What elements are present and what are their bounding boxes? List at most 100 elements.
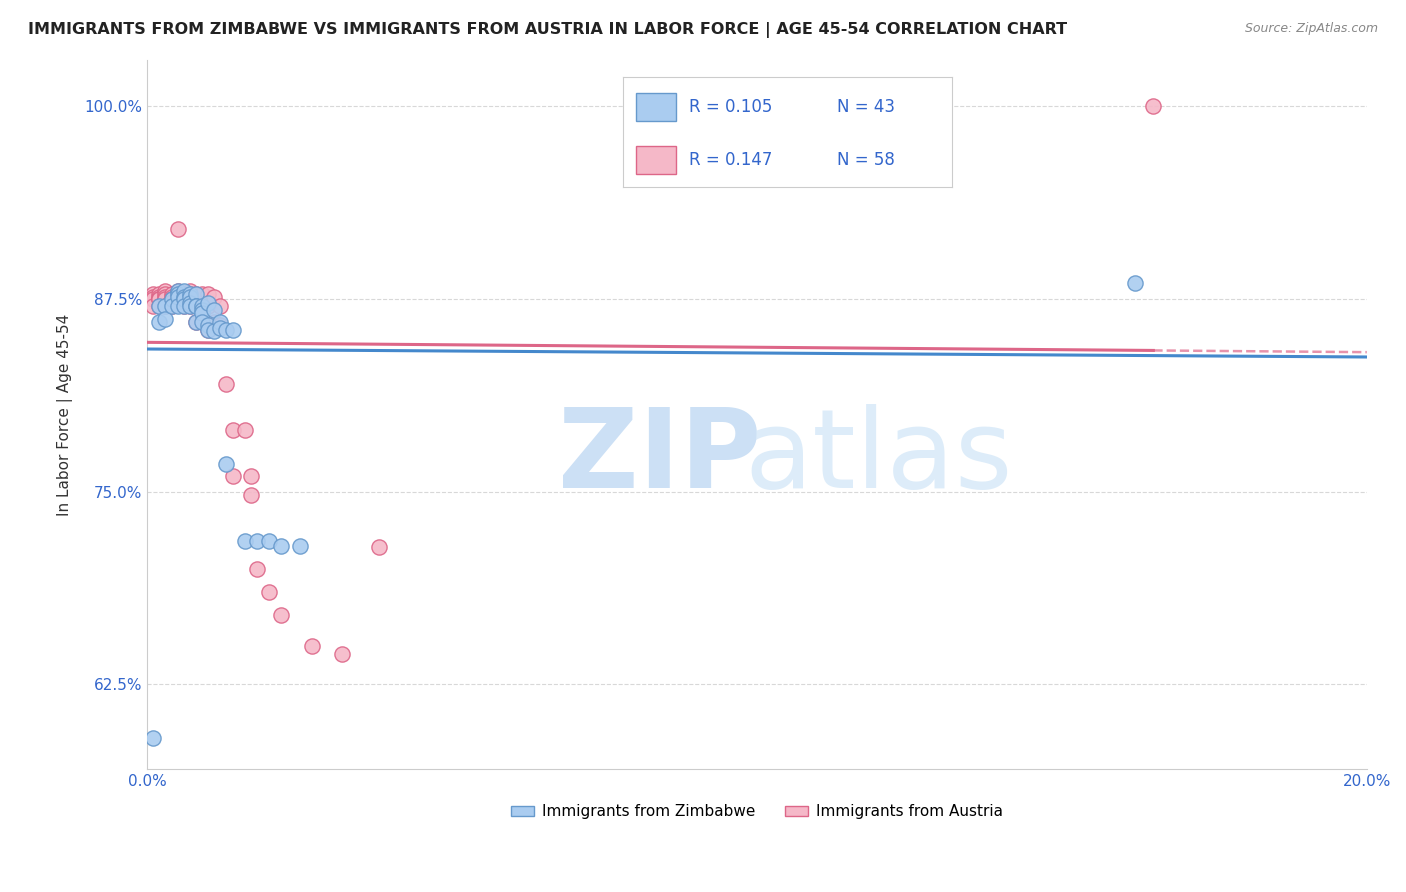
Text: Source: ZipAtlas.com: Source: ZipAtlas.com <box>1244 22 1378 36</box>
Point <box>155 290 177 304</box>
Point <box>239 488 262 502</box>
Point <box>197 296 219 310</box>
Point <box>184 287 207 301</box>
Point <box>173 290 195 304</box>
Point <box>202 315 225 329</box>
Point <box>209 321 232 335</box>
Point <box>148 300 170 314</box>
Point <box>155 300 177 314</box>
Point <box>184 290 207 304</box>
Point <box>166 300 188 314</box>
Point <box>179 296 201 310</box>
Point <box>166 290 188 304</box>
Point <box>215 376 238 391</box>
Y-axis label: In Labor Force | Age 45-54: In Labor Force | Age 45-54 <box>58 313 73 516</box>
Point <box>197 323 219 337</box>
Point <box>257 533 280 548</box>
Point <box>184 300 207 314</box>
Point <box>160 287 183 301</box>
Point <box>191 315 214 329</box>
Point <box>160 292 183 306</box>
Point <box>301 639 323 653</box>
Point <box>215 323 238 337</box>
Point <box>166 222 188 236</box>
Point <box>233 423 256 437</box>
Point <box>179 290 201 304</box>
Point <box>1123 277 1146 291</box>
Point <box>191 287 214 301</box>
Point <box>179 300 201 314</box>
Point <box>173 292 195 306</box>
Point <box>166 287 188 301</box>
Point <box>179 287 201 301</box>
Point <box>160 292 183 306</box>
Point <box>179 284 201 298</box>
Point <box>173 287 195 301</box>
Point <box>142 290 165 304</box>
Point <box>155 292 177 306</box>
Point <box>173 292 195 306</box>
Point <box>148 292 170 306</box>
Point <box>202 324 225 338</box>
Text: IMMIGRANTS FROM ZIMBABWE VS IMMIGRANTS FROM AUSTRIA IN LABOR FORCE | AGE 45-54 C: IMMIGRANTS FROM ZIMBABWE VS IMMIGRANTS F… <box>28 22 1067 38</box>
Point <box>166 284 188 298</box>
Point <box>142 287 165 301</box>
Point <box>209 300 232 314</box>
Point <box>209 318 232 332</box>
Point <box>142 731 165 746</box>
Point <box>330 647 353 661</box>
Point <box>184 315 207 329</box>
Point <box>155 287 177 301</box>
Point <box>197 323 219 337</box>
Point <box>160 290 183 304</box>
Point <box>233 533 256 548</box>
Point <box>270 539 292 553</box>
Legend: Immigrants from Zimbabwe, Immigrants from Austria: Immigrants from Zimbabwe, Immigrants fro… <box>505 798 1010 825</box>
Point <box>202 290 225 304</box>
Point <box>184 287 207 301</box>
Point <box>166 292 188 306</box>
Point <box>191 302 214 317</box>
Point <box>166 290 188 304</box>
Point <box>202 302 225 317</box>
Point <box>215 457 238 471</box>
Point <box>155 300 177 314</box>
Point <box>1142 99 1164 113</box>
Point <box>191 300 214 314</box>
Point <box>197 318 219 332</box>
Point <box>173 294 195 309</box>
Point <box>184 300 207 314</box>
Point <box>221 423 243 437</box>
Point <box>179 290 201 304</box>
Point <box>166 287 188 301</box>
Point <box>160 300 183 314</box>
Point <box>184 315 207 329</box>
Point <box>142 300 165 314</box>
Point <box>173 300 195 314</box>
Point <box>148 315 170 329</box>
Point <box>155 311 177 326</box>
Point <box>221 469 243 483</box>
Point <box>221 323 243 337</box>
Point <box>209 315 232 329</box>
Point <box>160 294 183 309</box>
Point <box>239 469 262 483</box>
Text: atlas: atlas <box>745 403 1014 510</box>
Point <box>148 287 170 301</box>
Point <box>367 540 389 554</box>
Point <box>173 290 195 304</box>
Point <box>191 300 214 314</box>
Point <box>246 562 269 576</box>
Point <box>155 284 177 298</box>
Point <box>173 284 195 298</box>
Point <box>179 287 201 301</box>
Point <box>257 585 280 599</box>
Point <box>142 292 165 306</box>
Point <box>179 300 201 314</box>
Point <box>197 287 219 301</box>
Point <box>288 539 311 553</box>
Text: ZIP: ZIP <box>558 403 761 510</box>
Point <box>246 533 269 548</box>
Point <box>160 300 183 314</box>
Point <box>148 290 170 304</box>
